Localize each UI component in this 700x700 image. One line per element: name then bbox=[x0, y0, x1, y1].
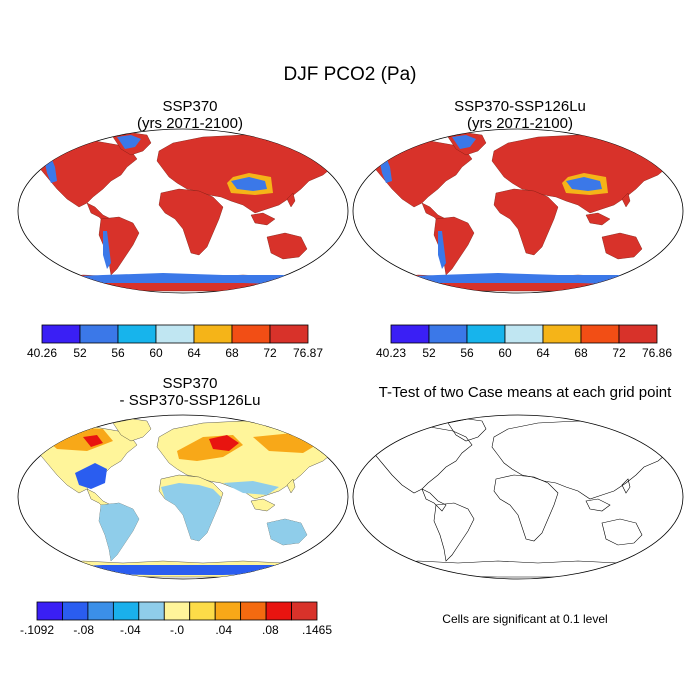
colorbar-tick-label: .1465 bbox=[301, 623, 333, 637]
panel-title-line-1: SSP370-SSP126Lu bbox=[454, 98, 586, 115]
colorbar-swatch bbox=[36, 601, 63, 621]
map-difference bbox=[17, 414, 349, 580]
panel-title-ttest: T-Test of two Case means at each grid po… bbox=[350, 384, 700, 401]
map-ttest bbox=[352, 414, 684, 580]
colorbar-swatch bbox=[504, 324, 544, 344]
colorbar-tick-label: .08 bbox=[261, 623, 279, 637]
colorbar-swatch bbox=[265, 601, 292, 621]
colorbar-swatch bbox=[618, 324, 658, 344]
colorbar-tick-label: 60 bbox=[149, 346, 163, 360]
colorbar-tick-label: 68 bbox=[574, 346, 588, 360]
colorbar-swatch bbox=[240, 601, 267, 621]
panel-title-ssp370: SSP370 (yrs 2071-2100) bbox=[40, 98, 340, 132]
colorbar-tick-label: 60 bbox=[498, 346, 512, 360]
colorbar-ssp370-ssp126lu bbox=[390, 324, 658, 344]
colorbar-swatch bbox=[390, 324, 430, 344]
panel-title-line-2: (yrs 2071-2100) bbox=[137, 115, 243, 132]
colorbar-swatch bbox=[87, 601, 114, 621]
colorbar-tick-label: .04 bbox=[215, 623, 232, 637]
colorbar-tick-label: 64 bbox=[536, 346, 550, 360]
colorbar-tick-label: -.1092 bbox=[19, 623, 55, 637]
map-ssp370-ssp126lu bbox=[352, 128, 684, 294]
colorbar-tick-label: -.08 bbox=[73, 623, 94, 637]
colorbar-swatch bbox=[163, 601, 191, 621]
colorbar-swatch bbox=[291, 601, 318, 621]
colorbar-swatch bbox=[79, 324, 119, 344]
colorbar-swatch bbox=[155, 324, 195, 344]
colorbar-swatch bbox=[542, 324, 582, 344]
figure-title: DJF PCO2 (Pa) bbox=[283, 64, 417, 85]
colorbar-swatch bbox=[466, 324, 506, 344]
map-ssp370 bbox=[17, 128, 349, 294]
colorbar-tick-label: 72 bbox=[612, 346, 626, 360]
colorbar-tick-label: 56 bbox=[460, 346, 474, 360]
panel-title-line-2: - SSP370-SSP126Lu bbox=[119, 392, 261, 409]
colorbar-tick-label: 52 bbox=[73, 346, 87, 360]
colorbar-tick-label: 72 bbox=[263, 346, 277, 360]
panel-title-difference: SSP370 - SSP370-SSP126Lu bbox=[40, 375, 340, 409]
colorbar-swatch bbox=[231, 324, 271, 344]
colorbar-swatch bbox=[41, 324, 81, 344]
colorbar-swatch bbox=[269, 324, 309, 344]
panel-title-line-1: T-Test of two Case means at each grid po… bbox=[378, 384, 672, 401]
panel-title-line-1: SSP370 bbox=[162, 375, 218, 392]
panel-title-line-2: (yrs 2071-2100) bbox=[467, 115, 573, 132]
colorbar-swatch bbox=[428, 324, 468, 344]
colorbar-tick-label: 64 bbox=[187, 346, 201, 360]
colorbar-tick-label: 76.87 bbox=[292, 346, 324, 360]
colorbar-tick-label: 40.23 bbox=[375, 346, 407, 360]
colorbar-swatch bbox=[189, 601, 216, 621]
colorbar-swatch bbox=[580, 324, 620, 344]
colorbar-tick-label: -.04 bbox=[119, 623, 141, 637]
colorbar-tick-label: 76.86 bbox=[641, 346, 673, 360]
colorbar-swatch bbox=[62, 601, 89, 621]
colorbar-swatch bbox=[138, 601, 165, 621]
panel-title-line-1: SSP370 bbox=[162, 98, 218, 115]
colorbar-swatch bbox=[193, 324, 233, 344]
colorbar-tick-label: -.0 bbox=[169, 623, 185, 637]
colorbar-swatch bbox=[112, 601, 140, 621]
colorbar-tick-label: 56 bbox=[111, 346, 125, 360]
colorbar-swatch bbox=[117, 324, 157, 344]
colorbar-tick-label: 68 bbox=[225, 346, 239, 360]
colorbar-tick-label: 52 bbox=[422, 346, 436, 360]
significance-note: Cells are significant at 0.1 level bbox=[442, 612, 608, 626]
colorbar-ssp370 bbox=[41, 324, 309, 344]
colorbar-tick-label: 40.26 bbox=[26, 346, 58, 360]
panel-title-ssp370-ssp126lu: SSP370-SSP126Lu (yrs 2071-2100) bbox=[370, 98, 670, 132]
colorbar-swatch bbox=[214, 601, 242, 621]
colorbar-difference bbox=[36, 601, 318, 621]
